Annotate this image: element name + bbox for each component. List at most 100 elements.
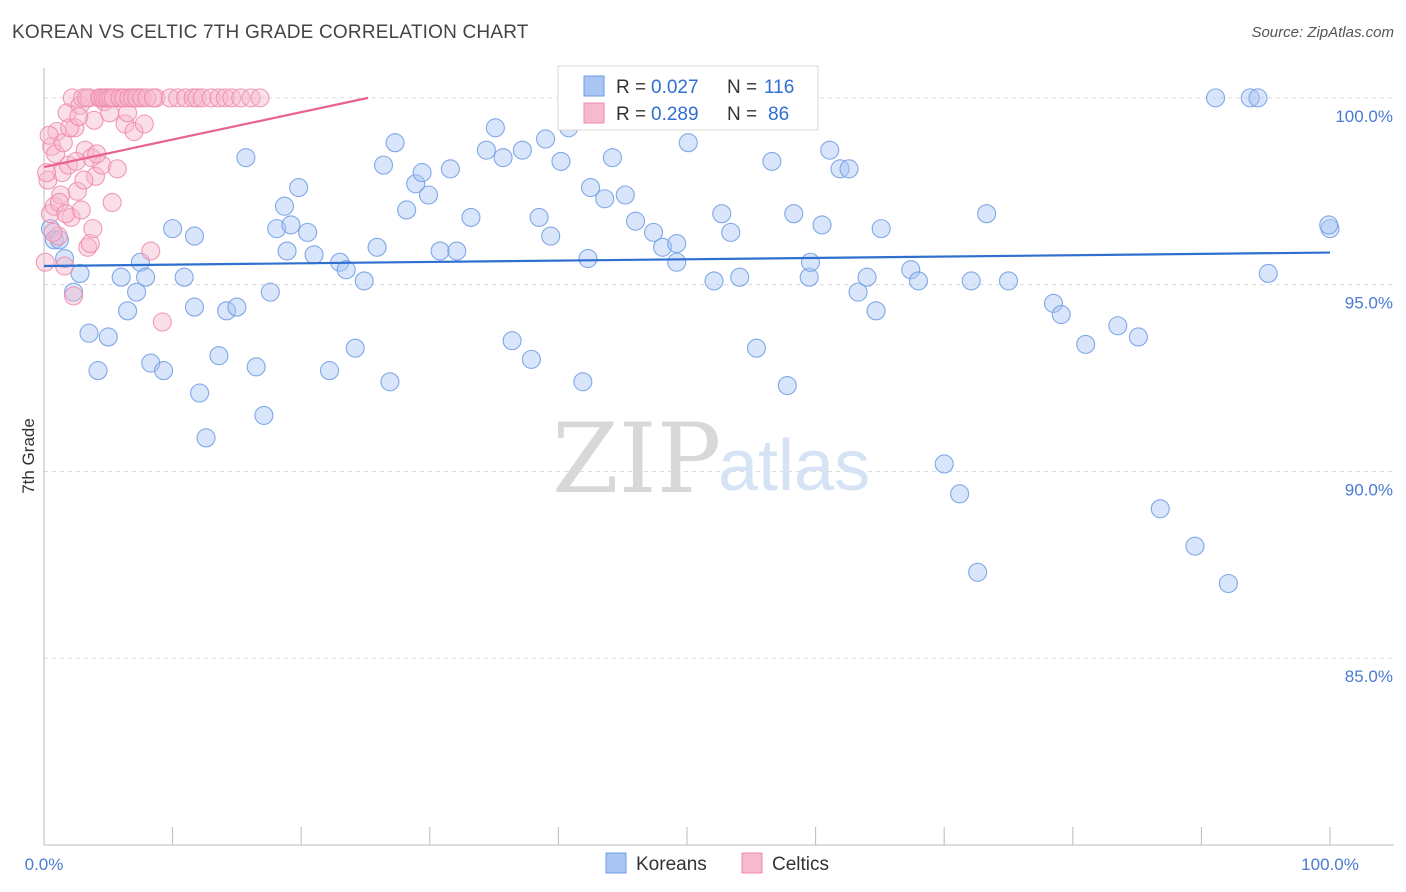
korean-point-88 <box>908 271 929 291</box>
korean-point-110 <box>800 252 821 272</box>
celtic-point-48 <box>201 88 221 108</box>
korean-point-75 <box>746 338 766 358</box>
korean-point-9 <box>111 267 131 287</box>
korean-point-109 <box>812 215 832 235</box>
korean-point-50 <box>461 207 481 227</box>
celtic-point-66 <box>71 200 91 220</box>
korean-point-105 <box>1248 88 1268 108</box>
korean-point-17 <box>174 267 194 287</box>
korean-point-18 <box>184 297 205 317</box>
korean-point-37 <box>345 338 365 358</box>
series-legend-label-celtics: Celtics <box>772 854 829 875</box>
korean-point-23 <box>227 297 247 317</box>
celtic-point-4 <box>44 196 64 216</box>
korean-point-97 <box>1076 334 1096 354</box>
y-tick-label-3: 85.0% <box>1345 667 1393 686</box>
watermark-atlas: atlas <box>718 426 870 506</box>
celtic-point-23 <box>85 166 105 186</box>
celtic-point-38 <box>134 114 154 134</box>
korean-point-94 <box>998 271 1019 291</box>
korean-point-13 <box>136 267 156 287</box>
korean-point-39 <box>367 237 387 257</box>
korean-point-34 <box>319 361 340 381</box>
korean-point-101 <box>1185 536 1205 556</box>
korean-point-65 <box>615 185 635 205</box>
y-tick-label-0: 100.0% <box>1335 107 1393 126</box>
series-legend-swatch-koreans <box>605 852 627 874</box>
korean-point-11 <box>127 282 147 302</box>
korean-point-82 <box>839 159 859 179</box>
korean-point-32 <box>298 222 318 242</box>
celtic-point-13 <box>62 88 82 108</box>
celtic-point-14 <box>65 118 85 138</box>
korean-point-112 <box>667 234 687 254</box>
correlation-legend: R = 0.027 N = 116 R = 0.289 N = 86 <box>557 65 819 131</box>
trend-line-koreans <box>43 251 1331 268</box>
korean-point-93 <box>977 204 997 224</box>
korean-point-22 <box>217 301 237 321</box>
korean-point-24 <box>236 148 256 168</box>
korean-point-45 <box>412 163 432 183</box>
korean-point-10 <box>118 301 138 321</box>
korean-point-106 <box>1258 263 1278 284</box>
celtic-point-46 <box>187 88 207 108</box>
korean-point-79 <box>799 267 819 287</box>
korean-point-83 <box>848 282 868 302</box>
korean-point-51 <box>476 140 496 160</box>
celtic-point-22 <box>84 110 104 130</box>
korean-point-100 <box>1150 499 1170 519</box>
korean-point-71 <box>704 271 724 291</box>
korean-point-86 <box>871 219 891 239</box>
y-tick-label-1: 95.0% <box>1345 294 1393 313</box>
korean-point-58 <box>535 129 556 149</box>
korean-point-29 <box>274 196 295 216</box>
korean-point-19 <box>190 383 210 403</box>
korean-point-31 <box>289 177 309 198</box>
celtic-point-59 <box>49 192 69 213</box>
korean-point-56 <box>521 349 541 369</box>
korean-point-99 <box>1128 327 1148 347</box>
korean-point-80 <box>820 140 840 160</box>
celtic-point-65 <box>69 107 89 127</box>
legend-n-label-celtic: N = <box>727 104 757 125</box>
celtic-point-42 <box>160 88 180 108</box>
celtic-point-6 <box>48 226 68 246</box>
korean-point-21 <box>209 346 229 366</box>
korean-point-67 <box>644 222 664 242</box>
korean-point-33 <box>304 245 324 265</box>
watermark-zip: ZIP <box>552 403 721 515</box>
korean-point-64 <box>602 148 622 168</box>
korean-point-42 <box>385 133 405 153</box>
korean-point-66 <box>626 211 646 231</box>
celtic-point-82 <box>127 88 147 108</box>
celtic-point-43 <box>168 88 188 108</box>
watermark: ZIP atlas <box>552 403 870 515</box>
korean-point-115 <box>277 241 297 261</box>
korean-point-6 <box>79 323 99 343</box>
legend-n-value-korean: 116 <box>764 77 794 98</box>
celtic-point-15 <box>67 181 87 201</box>
korean-point-104 <box>1240 88 1260 108</box>
korean-point-96 <box>1051 304 1071 325</box>
korean-point-49 <box>447 241 467 261</box>
korean-point-47 <box>430 241 450 261</box>
celtic-point-63 <box>64 286 84 306</box>
celtic-point-83 <box>132 88 152 108</box>
legend-n-value-celtic: 86 <box>768 104 789 125</box>
korean-point-7 <box>88 361 108 381</box>
korean-point-103 <box>1218 573 1238 594</box>
korean-point-38 <box>354 271 374 291</box>
korean-point-77 <box>777 375 797 396</box>
celtic-point-29 <box>102 192 122 213</box>
korean-point-69 <box>667 252 687 272</box>
korean-point-1 <box>44 230 64 250</box>
korean-point-92 <box>968 562 988 582</box>
y-axis-label: 7th Grade <box>19 418 38 494</box>
korean-point-28 <box>267 219 287 239</box>
korean-point-36 <box>336 260 356 280</box>
celtic-point-19 <box>78 237 98 257</box>
korean-point-70 <box>678 133 698 153</box>
korean-point-102 <box>1205 88 1226 108</box>
celtic-point-36 <box>124 121 144 142</box>
